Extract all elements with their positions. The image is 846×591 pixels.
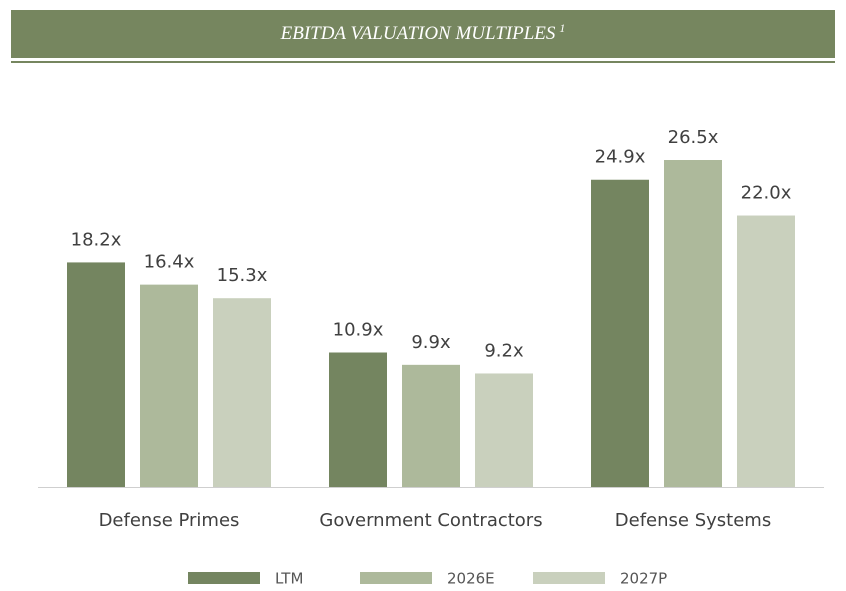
- data-label: 22.0x: [741, 183, 792, 204]
- bar: [591, 179, 649, 487]
- legend-swatch: [533, 572, 605, 584]
- title-text: EBITDA VALUATION MULTIPLES: [280, 23, 556, 44]
- x-tick-label: Government Contractors: [319, 510, 542, 531]
- bar: [329, 352, 387, 487]
- data-label: 18.2x: [71, 229, 122, 250]
- data-label: 10.9x: [333, 319, 384, 340]
- bar: [737, 215, 795, 487]
- bar: [664, 160, 722, 487]
- bar: [213, 298, 271, 487]
- bar: [67, 262, 125, 487]
- legend-label: 2027P: [620, 570, 667, 588]
- x-tick-label: Defense Systems: [615, 510, 771, 531]
- legend-swatch: [188, 572, 260, 584]
- title-banner: [11, 10, 835, 58]
- title-rule: [11, 61, 835, 63]
- data-label: 16.4x: [144, 252, 195, 273]
- data-label: 9.9x: [411, 332, 451, 353]
- legend-label: LTM: [275, 570, 303, 588]
- bar: [475, 373, 533, 487]
- data-label: 15.3x: [217, 265, 268, 286]
- data-label: 26.5x: [668, 127, 719, 148]
- legend-label: 2026E: [447, 570, 495, 588]
- x-tick-label: Defense Primes: [99, 510, 240, 531]
- bar: [402, 364, 460, 487]
- bar: [140, 284, 198, 487]
- title-footnote: 1: [559, 21, 565, 35]
- legend-swatch: [360, 572, 432, 584]
- data-label: 24.9x: [595, 147, 646, 168]
- data-label: 9.2x: [484, 340, 524, 361]
- chart-title: EBITDA VALUATION MULTIPLES 1: [280, 21, 566, 45]
